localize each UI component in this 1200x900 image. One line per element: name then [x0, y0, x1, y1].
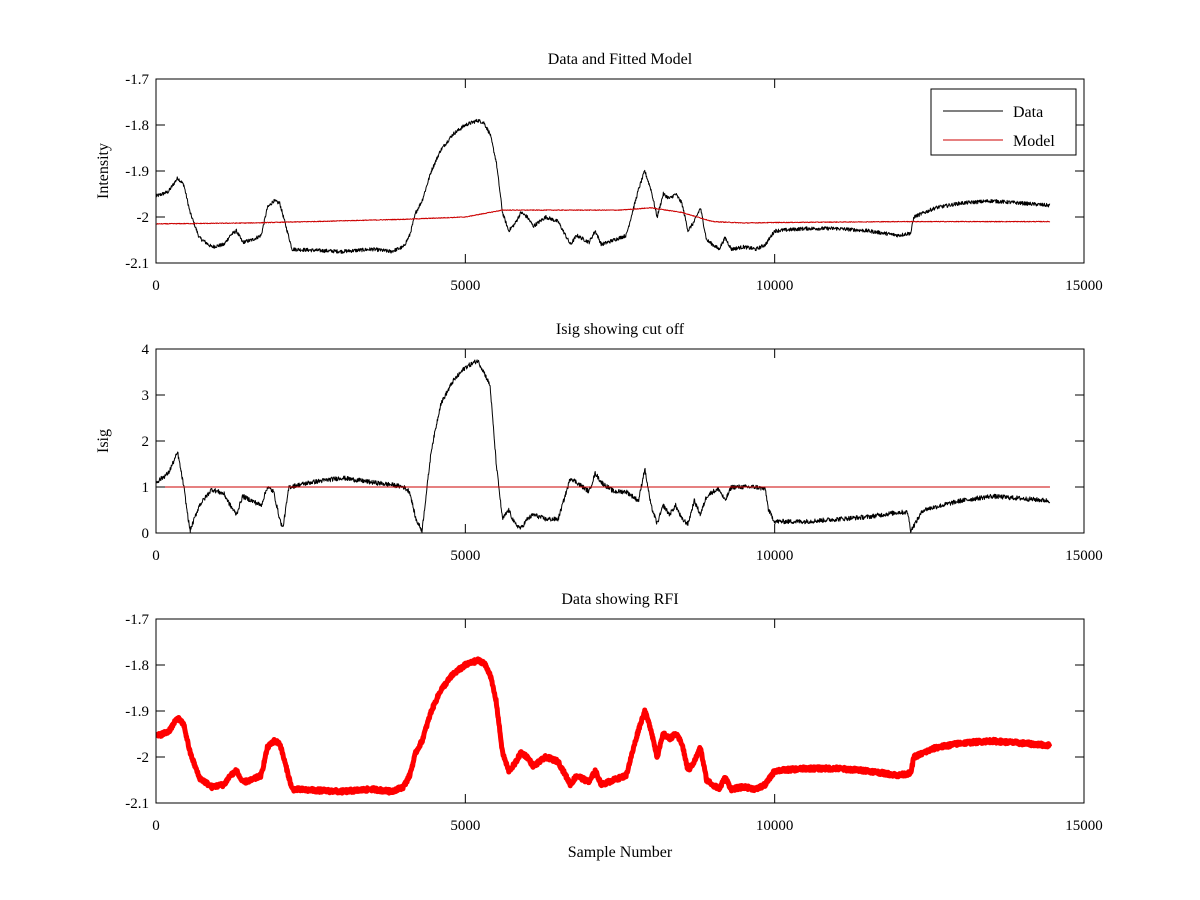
- x-tick-label: 10000: [756, 278, 794, 294]
- legend-box: [930, 88, 1077, 156]
- y-tick-label: 1: [142, 480, 150, 496]
- x-tick-label: 0: [152, 818, 160, 834]
- chart-title: Data and Fitted Model: [548, 51, 693, 68]
- y-axis-label: Isig: [95, 429, 112, 453]
- series-line-model: [156, 207, 1051, 225]
- y-tick-label: -1.8: [125, 118, 149, 134]
- y-tick-label: -2: [137, 750, 150, 766]
- subplot-2: 0 5000 10000 15000 0 1 2 3 4 Isig showing cut off…: [95, 321, 1103, 564]
- y-tick-label: -1.9: [125, 704, 149, 720]
- x-tick-label: 15000: [1065, 548, 1103, 564]
- y-tick-label: 2: [142, 434, 150, 450]
- x-tick-label: 15000: [1065, 278, 1103, 294]
- y-axis-label: Intensity: [95, 143, 112, 199]
- x-tick-label: 0: [152, 278, 160, 294]
- chart-title: Isig showing cut off: [556, 321, 685, 338]
- series-line-data: [156, 118, 1051, 254]
- subplot-1: 0 5000 10000 15000 -2.1 -2 -1.9 -1.8 -1.7 Data an…: [95, 51, 1103, 294]
- x-tick-label: 5000: [450, 278, 480, 294]
- y-tick-label: 3: [142, 388, 150, 404]
- legend-label: Data: [1013, 104, 1043, 121]
- legend-label: Model: [1013, 133, 1055, 150]
- axes-box: [155, 348, 1085, 534]
- x-tick-label: 15000: [1065, 818, 1103, 834]
- axes-box: [155, 78, 1085, 264]
- y-tick-label: 0: [142, 526, 150, 542]
- series-line-isig: [156, 359, 1051, 533]
- y-tick-label: -2.1: [125, 796, 149, 812]
- x-tick-label: 5000: [450, 818, 480, 834]
- legend: Data Model: [930, 88, 1077, 156]
- x-tick-label: 10000: [756, 818, 794, 834]
- y-tick-label: -1.8: [125, 658, 149, 674]
- chart-title: Data showing RFI: [561, 591, 678, 608]
- x-axis-label: Sample Number: [568, 844, 673, 861]
- y-tick-label: 4: [142, 342, 150, 358]
- y-tick-label: -1.9: [125, 164, 149, 180]
- x-tick-label: 0: [152, 548, 160, 564]
- y-tick-label: -2.1: [125, 256, 149, 272]
- subplot-3: 0 5000 10000 15000 -2.1 -2 -1.9 -1.8 -1.7 Data sh…: [125, 591, 1103, 861]
- x-tick-label: 5000: [450, 548, 480, 564]
- y-tick-label: -1.7: [125, 612, 149, 628]
- series-line-data-rfi-: [156, 656, 1053, 796]
- y-tick-label: -1.7: [125, 72, 149, 88]
- x-tick-label: 10000: [756, 548, 794, 564]
- axes-box: [155, 618, 1085, 804]
- y-tick-label: -2: [137, 210, 150, 226]
